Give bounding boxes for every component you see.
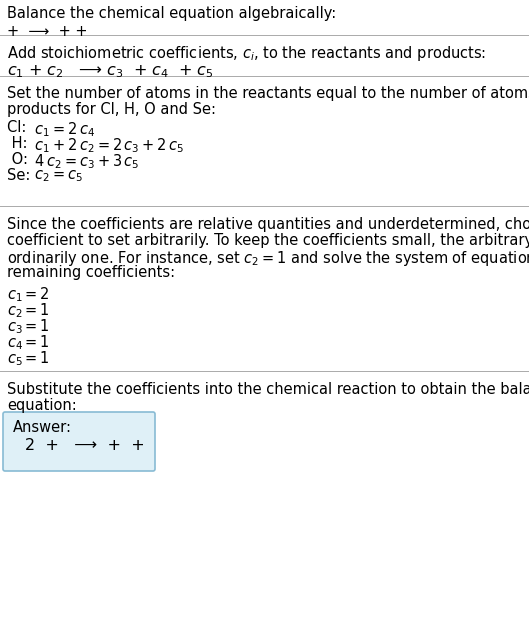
Text: products for Cl, H, O and Se:: products for Cl, H, O and Se: [7, 102, 216, 117]
Text: equation:: equation: [7, 398, 77, 413]
FancyBboxPatch shape [3, 412, 155, 471]
Text: $c_2 = 1$: $c_2 = 1$ [7, 301, 50, 320]
Text: Set the number of atoms in the reactants equal to the number of atoms in the: Set the number of atoms in the reactants… [7, 86, 529, 101]
Text: $c_1 = 2\,c_4$: $c_1 = 2\,c_4$ [30, 120, 95, 139]
Text: ordinarily one. For instance, set $c_2 = 1$ and solve the system of equations fo: ordinarily one. For instance, set $c_2 =… [7, 249, 529, 268]
Text: Balance the chemical equation algebraically:: Balance the chemical equation algebraica… [7, 6, 336, 21]
Text: Answer:: Answer: [13, 420, 72, 435]
Text: $c_3 = 1$: $c_3 = 1$ [7, 317, 50, 336]
Text: H:: H: [7, 136, 32, 151]
Text: $c_1 = 2$: $c_1 = 2$ [7, 285, 50, 303]
Text: $4\,c_2 = c_3 + 3\,c_5$: $4\,c_2 = c_3 + 3\,c_5$ [30, 152, 140, 170]
Text: O:: O: [7, 152, 33, 167]
Text: Cl:: Cl: [7, 120, 31, 135]
Text: 2  +   ⟶  +  +: 2 + ⟶ + + [25, 438, 145, 453]
Text: $c_2 = c_5$: $c_2 = c_5$ [30, 168, 83, 184]
Text: $c_4 = 1$: $c_4 = 1$ [7, 333, 50, 352]
Text: $c_1$ + $c_2$   ⟶ $c_3$  + $c_4$  + $c_5$: $c_1$ + $c_2$ ⟶ $c_3$ + $c_4$ + $c_5$ [7, 63, 214, 80]
Text: +  ⟶  + +: + ⟶ + + [7, 24, 87, 39]
Text: $c_1 + 2\,c_2 = 2\,c_3 + 2\,c_5$: $c_1 + 2\,c_2 = 2\,c_3 + 2\,c_5$ [30, 136, 184, 155]
Text: Since the coefficients are relative quantities and underdetermined, choose a: Since the coefficients are relative quan… [7, 217, 529, 232]
Text: Se:: Se: [7, 168, 35, 183]
Text: coefficient to set arbitrarily. To keep the coefficients small, the arbitrary va: coefficient to set arbitrarily. To keep … [7, 233, 529, 248]
Text: $c_5 = 1$: $c_5 = 1$ [7, 349, 50, 368]
Text: Substitute the coefficients into the chemical reaction to obtain the balanced: Substitute the coefficients into the che… [7, 382, 529, 397]
Text: remaining coefficients:: remaining coefficients: [7, 265, 175, 280]
Text: Add stoichiometric coefficients, $c_i$, to the reactants and products:: Add stoichiometric coefficients, $c_i$, … [7, 44, 486, 63]
